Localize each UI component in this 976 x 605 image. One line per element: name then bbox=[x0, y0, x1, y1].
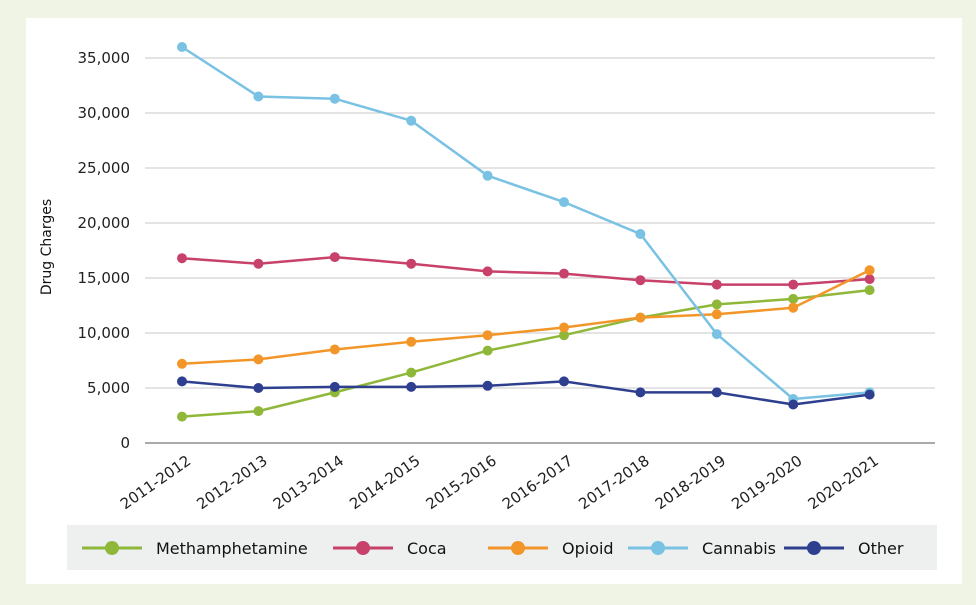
data-point bbox=[177, 42, 187, 52]
legend-label: Methamphetamine bbox=[156, 539, 308, 558]
data-point bbox=[711, 309, 722, 320]
data-point bbox=[635, 312, 646, 323]
data-point bbox=[406, 367, 417, 378]
data-point bbox=[635, 229, 646, 239]
y-tick-label: 35,000 bbox=[78, 49, 131, 67]
data-point bbox=[559, 376, 569, 387]
y-tick-label: 20,000 bbox=[78, 214, 131, 232]
legend-swatch-marker bbox=[356, 541, 370, 555]
legend-swatch-marker bbox=[651, 541, 665, 555]
data-point bbox=[406, 381, 417, 392]
data-point bbox=[406, 336, 417, 347]
data-point bbox=[864, 265, 875, 276]
series-line bbox=[181, 288, 870, 418]
data-point bbox=[406, 258, 417, 269]
x-axis-ticks: 2011-2012 2012-2013 2013-2014 2014-2015 2015… bbox=[117, 452, 882, 514]
y-tick-label: 0 bbox=[120, 434, 130, 452]
series-line bbox=[181, 380, 870, 406]
gridlines bbox=[145, 57, 935, 444]
y-tick-label: 15,000 bbox=[78, 269, 131, 287]
data-point bbox=[559, 268, 569, 279]
data-point bbox=[482, 330, 493, 341]
data-point bbox=[864, 389, 875, 400]
series-line bbox=[181, 269, 871, 366]
data-point bbox=[406, 115, 417, 126]
data-point bbox=[559, 322, 569, 333]
y-tick-label: 30,000 bbox=[78, 104, 131, 122]
series-line bbox=[181, 255, 870, 286]
data-point bbox=[482, 266, 493, 277]
x-tick-label: 2015-2016 bbox=[423, 452, 500, 514]
legend-item-cannabis: Cannabis bbox=[628, 539, 776, 558]
x-tick-label: 2016-2017 bbox=[499, 452, 576, 514]
data-point bbox=[329, 381, 340, 392]
data-point bbox=[788, 293, 799, 304]
data-point bbox=[711, 299, 722, 310]
data-point bbox=[864, 285, 875, 296]
data-point bbox=[482, 170, 493, 181]
legend-swatch-marker bbox=[511, 541, 525, 555]
x-tick-label: 2017-2018 bbox=[575, 452, 652, 514]
data-point bbox=[788, 279, 799, 290]
series-group bbox=[177, 42, 875, 422]
data-point bbox=[253, 258, 264, 269]
data-point bbox=[329, 252, 340, 263]
data-point bbox=[864, 274, 875, 285]
data-point bbox=[253, 383, 264, 393]
legend-item-methamphetamine: Methamphetamine bbox=[82, 539, 308, 558]
data-point bbox=[177, 411, 187, 422]
y-axis-label: Drug Charges bbox=[39, 199, 55, 295]
x-tick-label: 2014-2015 bbox=[346, 452, 423, 514]
data-point bbox=[253, 91, 264, 102]
data-point bbox=[177, 358, 187, 369]
y-tick-label: 10,000 bbox=[78, 324, 131, 342]
data-point bbox=[711, 279, 722, 290]
legend-item-coca: Coca bbox=[333, 539, 447, 558]
series-line bbox=[181, 45, 870, 401]
y-tick-label: 25,000 bbox=[78, 159, 131, 177]
data-point bbox=[482, 345, 493, 356]
series-other bbox=[177, 376, 875, 410]
legend-label: Coca bbox=[407, 539, 447, 558]
y-axis-ticks: 0 5,000 10,000 15,000 20,000 25,000 30,000 35,0… bbox=[78, 49, 131, 452]
legend-items: Methamphetamine Coca Opioid Cannabis Other bbox=[82, 539, 904, 558]
data-point bbox=[559, 197, 569, 208]
series-opioid bbox=[177, 265, 875, 369]
legend-label: Other bbox=[858, 539, 904, 558]
data-point bbox=[711, 387, 722, 398]
y-tick-label: 5,000 bbox=[87, 379, 130, 397]
legend-label: Opioid bbox=[562, 539, 614, 558]
data-point bbox=[253, 354, 264, 365]
x-tick-label: 2018-2019 bbox=[652, 452, 729, 514]
data-point bbox=[329, 344, 340, 355]
legend-swatch-marker bbox=[105, 541, 119, 555]
data-point bbox=[177, 253, 187, 264]
legend-swatch-marker bbox=[807, 541, 821, 555]
x-tick-label: 2019-2020 bbox=[728, 452, 805, 514]
data-point bbox=[788, 399, 799, 410]
legend-item-opioid: Opioid bbox=[488, 539, 614, 558]
data-point bbox=[329, 93, 340, 104]
data-point bbox=[635, 275, 646, 286]
data-point bbox=[482, 380, 493, 391]
series-coca bbox=[177, 252, 875, 290]
data-point bbox=[253, 406, 264, 417]
data-point bbox=[559, 330, 569, 341]
x-tick-label: 2020-2021 bbox=[805, 452, 882, 514]
legend-label: Cannabis bbox=[702, 539, 776, 558]
x-tick-label: 2013-2014 bbox=[270, 452, 347, 514]
data-point bbox=[177, 376, 187, 387]
data-point bbox=[711, 329, 722, 340]
x-tick-label: 2012-2013 bbox=[193, 452, 270, 514]
data-point bbox=[788, 302, 799, 313]
data-point bbox=[635, 387, 646, 398]
legend-item-other: Other bbox=[784, 539, 904, 558]
x-tick-label: 2011-2012 bbox=[117, 452, 194, 514]
